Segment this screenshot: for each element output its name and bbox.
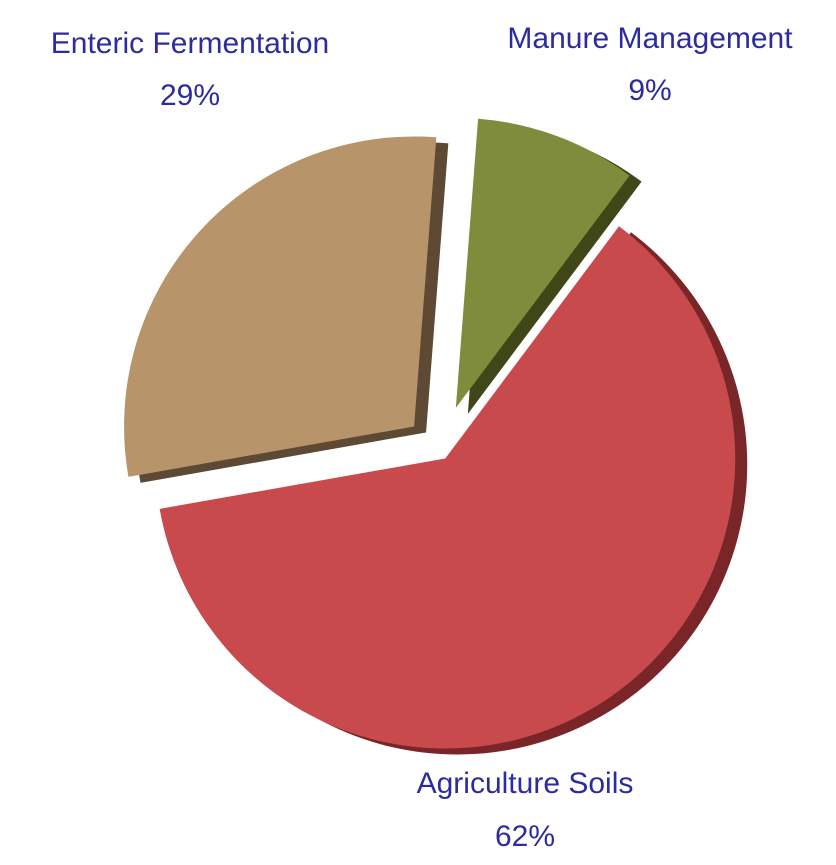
slice-label: Agriculture Soils [417,767,634,800]
slice [124,136,437,477]
slice-label: Enteric Fermentation [51,27,329,60]
slice-value-label: 62% [495,820,555,853]
slice-value-label: 29% [160,79,220,112]
slice [455,118,630,408]
slice-value-label: 9% [628,74,671,107]
slice-label: Manure Management [507,22,793,55]
slice [159,226,736,749]
